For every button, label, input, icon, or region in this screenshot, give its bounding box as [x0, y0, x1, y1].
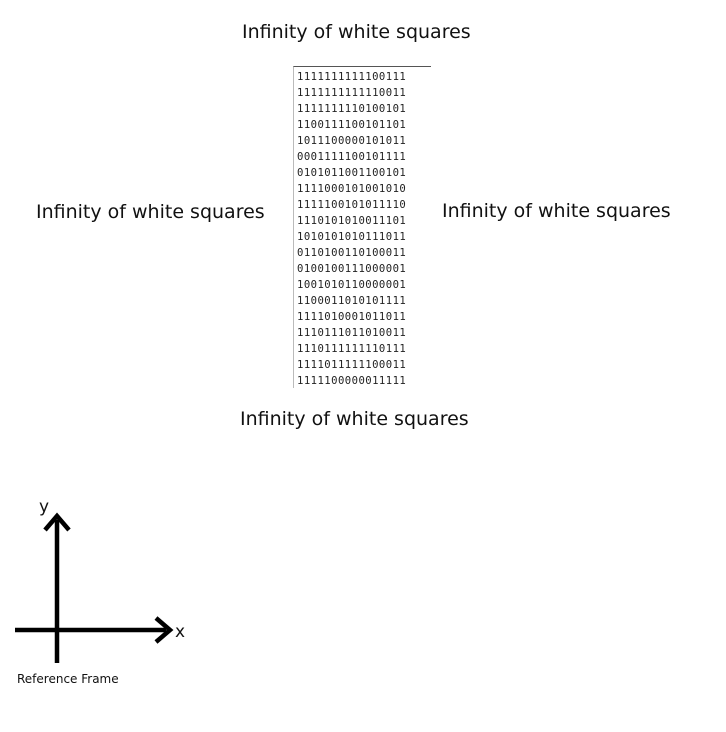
grid-row: 1111100000011111: [297, 375, 407, 387]
grid-row: 0110100110100011: [297, 247, 407, 259]
reference-frame-caption: Reference Frame: [17, 672, 119, 686]
y-axis-arrowhead: [43, 512, 71, 532]
label-top: Infinity of white squares: [242, 21, 471, 43]
grid-row: 1111111110100101: [297, 103, 407, 115]
grid-row: 1111010001011011: [297, 311, 407, 323]
grid-row: 1100011010101111: [297, 295, 407, 307]
x-axis-label: x: [175, 622, 186, 642]
grid-row: 0101011001100101: [297, 167, 407, 179]
grid-row: 0001111100101111: [297, 151, 407, 163]
label-bottom: Infinity of white squares: [240, 408, 469, 430]
grid-row: 1111111111100111: [297, 71, 407, 83]
label-left: Infinity of white squares: [36, 201, 265, 223]
grid-row: 1110111011010011: [297, 327, 407, 339]
grid-row: 1111000101001010: [297, 183, 407, 195]
grid-row: 1111011111100011: [297, 359, 407, 371]
label-right: Infinity of white squares: [442, 200, 671, 222]
y-axis-label: y: [39, 497, 50, 517]
grid-row: 1110101010011101: [297, 215, 407, 227]
grid-row: 0100100111000001: [297, 263, 407, 275]
x-axis-arrowhead: [154, 616, 174, 644]
grid-row: 1010101010111011: [297, 231, 407, 243]
reference-frame-axes: [15, 512, 174, 663]
grid-row: 1111111111110011: [297, 87, 407, 99]
grid-row: 1100111100101101: [297, 119, 407, 131]
grid-row: 1111100101011110: [297, 199, 407, 211]
grid-row: 1110111111110111: [297, 343, 407, 355]
grid-row: 1011100000101011: [297, 135, 407, 147]
grid-row: 1001010110000001: [297, 279, 407, 291]
binary-grid: 1111111111100111 1111111111110011 11111111…: [293, 66, 431, 388]
